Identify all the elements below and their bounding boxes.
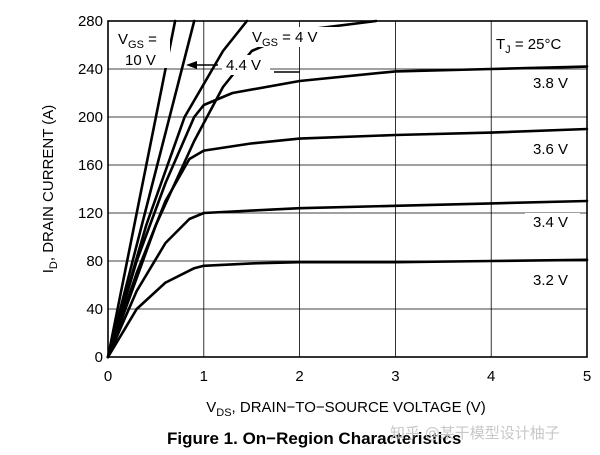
tick-labels: 0 1 2 3 4 5 0 40 80 120 160 200 240 280 (78, 13, 591, 385)
curves (106, 19, 589, 359)
series-label: 3.6 V (533, 141, 568, 158)
y-tick-label: 40 (86, 301, 103, 318)
vgs-10v-value: 10 V (125, 52, 156, 69)
series-label: 3.2 V (533, 272, 568, 289)
series-line-6 (106, 199, 589, 359)
vgs-4v-label: VGS = 4 V (252, 29, 318, 49)
x-tick-label: 5 (583, 368, 591, 385)
v44-label-bg (222, 55, 270, 75)
x-axis-label: VDS, DRAIN−TO−SOURCE VOLTAGE (V) (206, 399, 486, 419)
junction-temperature-label: TJ = 25°C (496, 36, 561, 56)
y-tick-label: 240 (78, 61, 103, 78)
labels: VDS, DRAIN−TO−SOURCE VOLTAGE (V) ID, DRAI… (40, 24, 580, 419)
y-tick-label: 160 (78, 157, 103, 174)
y-tick-label: 0 (95, 349, 103, 366)
series-label-bg (525, 140, 580, 160)
watermark: 知乎 @某干模型设计柚子 (390, 424, 560, 442)
series-label-bg (525, 213, 580, 233)
series-line-7 (106, 258, 589, 359)
y-tick-label: 200 (78, 109, 103, 126)
v44-leader-arrow (186, 61, 197, 69)
axes-frame (107, 20, 588, 358)
figure-caption: Figure 1. On−Region Characteristics (167, 429, 461, 448)
series-label: 3.8 V (533, 75, 568, 92)
series-label-bg (525, 74, 580, 94)
x-tick-label: 1 (200, 368, 208, 385)
y-tick-label: 280 (78, 13, 103, 30)
vgs-4p4v-label: 4.4 V (226, 57, 261, 74)
x-tick-label: 0 (104, 368, 112, 385)
vgs-10v-label: VGS = (118, 31, 157, 51)
vgs4-label-bg (248, 27, 340, 47)
series-label-bg (525, 271, 580, 291)
series-label: 3.4 V (533, 214, 568, 231)
x-tick-label: 4 (487, 368, 495, 385)
series-line-1 (106, 19, 196, 359)
x-tick-label: 2 (295, 368, 303, 385)
grid (108, 21, 587, 357)
series-line-0 (106, 19, 177, 359)
y-tick-label: 120 (78, 205, 103, 222)
y-axis-label: ID, DRAIN CURRENT (A) (40, 105, 60, 274)
series-line-4 (106, 65, 589, 359)
plot-frame (107, 20, 588, 358)
y-tick-label: 80 (86, 253, 103, 270)
series-line-5 (106, 127, 589, 359)
x-tick-label: 3 (391, 368, 399, 385)
vgs10-label-bg (114, 24, 170, 68)
